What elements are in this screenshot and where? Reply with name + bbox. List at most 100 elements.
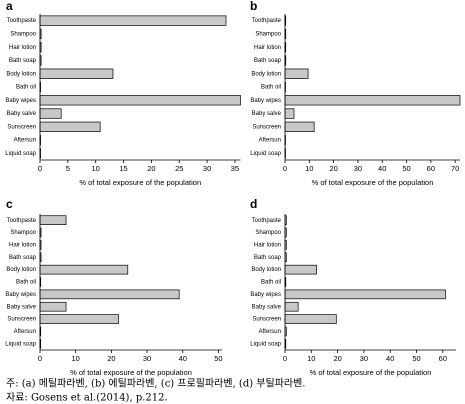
x-tick-label: 0	[38, 164, 42, 173]
category-label: Shampoo	[10, 31, 36, 37]
x-tick-label: 35	[231, 164, 239, 173]
bar	[284, 314, 337, 324]
category-label: Body lotion	[6, 71, 36, 77]
category-label: Bath soap	[254, 58, 282, 64]
bar	[284, 108, 295, 119]
panel-label: a	[6, 0, 13, 13]
x-tick-label: 20	[107, 354, 115, 363]
category-label: Baby salve	[252, 304, 282, 310]
category-label: Toothpaste	[252, 18, 282, 24]
category-label: Baby salve	[7, 111, 37, 117]
x-axis-label: % of total exposure of the population	[70, 368, 192, 377]
category-label: Hair lotion	[9, 242, 36, 248]
category-label: Hair lotion	[254, 45, 281, 51]
x-tick-label: 15	[119, 164, 127, 173]
category-label: Aftersun	[14, 329, 36, 335]
category-label: Bath oil	[16, 280, 36, 286]
category-label: Shampoo	[255, 31, 281, 37]
category-label: Baby wipes	[5, 98, 36, 104]
category-label: Shampoo	[255, 230, 281, 236]
x-tick-label: 50	[412, 354, 420, 363]
x-tick-label: 20	[333, 354, 341, 363]
bar	[39, 301, 67, 312]
category-label: Liquid soap	[250, 341, 281, 347]
bar	[39, 264, 129, 275]
bar	[39, 95, 241, 106]
category-label: Aftersun	[259, 329, 281, 335]
category-label: Hair lotion	[9, 45, 36, 51]
category-label: Body lotion	[251, 71, 281, 77]
category-label: Toothpaste	[7, 218, 37, 224]
panel-label: b	[250, 0, 257, 13]
source: 자료: Gosens et al.(2014), p.212.	[6, 392, 168, 404]
panel-label: d	[250, 197, 257, 211]
category-label: Sunscreen	[7, 124, 36, 130]
category-label: Baby salve	[252, 111, 282, 117]
x-tick-label: 10	[307, 354, 315, 363]
category-label: Sunscreen	[252, 124, 281, 130]
category-label: Toothpaste	[252, 218, 282, 224]
category-label: Shampoo	[10, 230, 36, 236]
x-axis-label: % of total exposure of the population	[310, 368, 432, 377]
x-tick-label: 0	[283, 354, 287, 363]
category-label: Sunscreen	[7, 317, 36, 323]
x-tick-label: 10	[305, 164, 313, 173]
x-tick-label: 30	[354, 164, 362, 173]
category-label: Hair lotion	[254, 242, 281, 248]
x-tick-label: 10	[72, 354, 80, 363]
x-tick-label: 30	[143, 354, 151, 363]
category-label: Body lotion	[251, 267, 281, 273]
x-tick-label: 40	[386, 354, 394, 363]
category-label: Baby salve	[7, 304, 37, 310]
x-tick-label: 0	[283, 164, 287, 173]
x-tick-label: 50	[214, 354, 222, 363]
category-label: Aftersun	[259, 138, 281, 144]
bar	[39, 121, 101, 132]
category-label: Bath oil	[261, 280, 281, 286]
note: 주: (a) 메틸파라벤, (b) 에틸파라벤, (c) 프로필파라벤, (d)…	[6, 377, 306, 390]
category-label: Bath oil	[261, 85, 281, 91]
x-axis-label: % of total exposure of the population	[312, 178, 434, 187]
bar	[39, 314, 119, 324]
category-label: Liquid soap	[250, 151, 281, 157]
category-label: Liquid soap	[5, 151, 36, 157]
bar	[284, 289, 446, 300]
bar	[284, 68, 309, 79]
category-label: Toothpaste	[7, 18, 37, 24]
category-label: Bath soap	[254, 255, 282, 261]
bar	[284, 264, 317, 275]
x-tick-label: 50	[402, 164, 410, 173]
x-tick-label: 20	[147, 164, 155, 173]
bar	[39, 108, 62, 119]
bar	[39, 15, 227, 26]
x-tick-label: 70	[451, 164, 459, 173]
x-tick-label: 5	[66, 164, 70, 173]
category-label: Sunscreen	[252, 317, 281, 323]
category-label: Baby wipes	[5, 292, 36, 298]
x-tick-label: 0	[38, 354, 42, 363]
bar	[284, 95, 461, 106]
bar	[39, 68, 114, 79]
x-tick-label: 20	[329, 164, 337, 173]
category-label: Aftersun	[14, 138, 36, 144]
x-tick-label: 60	[439, 354, 447, 363]
category-label: Baby wipes	[250, 98, 281, 104]
x-tick-label: 30	[360, 354, 368, 363]
bar	[39, 215, 67, 225]
x-tick-label: 60	[427, 164, 435, 173]
x-axis-label: % of total exposure of the population	[79, 178, 201, 187]
category-label: Baby wipes	[250, 292, 281, 298]
category-label: Liquid soap	[5, 341, 36, 347]
bar	[284, 121, 315, 132]
category-label: Body lotion	[6, 267, 36, 273]
category-label: Bath soap	[9, 255, 37, 261]
x-tick-label: 25	[175, 164, 183, 173]
x-tick-label: 30	[203, 164, 211, 173]
category-label: Bath soap	[9, 58, 37, 64]
x-tick-label: 40	[378, 164, 386, 173]
bar	[39, 289, 180, 300]
panel-label: c	[6, 197, 13, 211]
x-tick-label: 10	[92, 164, 100, 173]
x-tick-label: 40	[179, 354, 187, 363]
